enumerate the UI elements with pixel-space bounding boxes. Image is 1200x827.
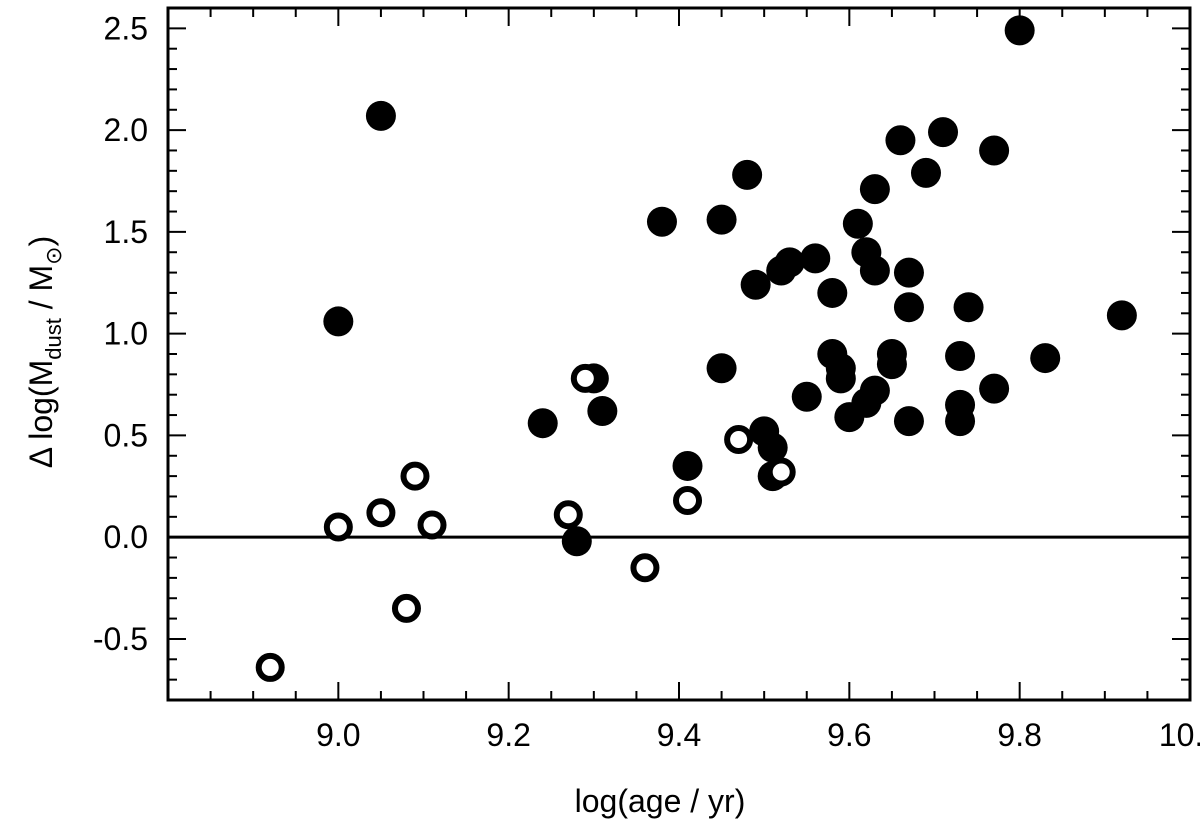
open-circle-point xyxy=(417,510,447,540)
y-tick-label: -0.5 xyxy=(93,621,148,657)
filled-circle-point xyxy=(732,159,763,190)
filled-circle-point xyxy=(953,292,984,323)
tick-labels-group: 9.0 9.2 9.4 9.6 9.8 10.0 -0.5 0.0 0.5 1.0 1.5 2.0 2.… xyxy=(93,10,1200,753)
open-circle-point xyxy=(255,652,285,682)
x-axis-title: log(age / yr) xyxy=(575,783,746,819)
filled-circle-point xyxy=(587,395,618,426)
filled-circle-point xyxy=(766,255,797,286)
x-tick-label: 10.0 xyxy=(1159,717,1200,753)
filled-circle-point xyxy=(646,206,677,237)
x-tick-label: 9.0 xyxy=(316,717,360,753)
x-tick-label: 9.6 xyxy=(827,717,871,753)
open-circle-point xyxy=(400,461,430,491)
filled-circle-point xyxy=(800,243,831,274)
open-circle-point xyxy=(323,512,353,542)
y-tick-label: 0.5 xyxy=(104,417,148,453)
y-axis-title-suffix: ) xyxy=(23,236,59,247)
filled-circle-point xyxy=(672,450,703,481)
filled-circle-point xyxy=(859,255,890,286)
data-points-group xyxy=(255,15,1137,682)
x-tick-label: 9.2 xyxy=(486,717,530,753)
filled-circle-point xyxy=(1106,300,1137,331)
open-circle-point xyxy=(553,500,583,530)
filled-circle-point xyxy=(757,432,788,463)
y-tick-label: 2.5 xyxy=(104,10,148,46)
filled-circle-point xyxy=(859,174,890,205)
filled-circle-point xyxy=(740,269,771,300)
y-tick-label: 0.0 xyxy=(104,519,148,555)
filled-circle-point xyxy=(561,526,592,557)
filled-circle-point xyxy=(893,406,924,437)
y-axis-title-middle: / M xyxy=(23,265,59,318)
filled-circle-point xyxy=(893,292,924,323)
filled-circle-point xyxy=(945,341,976,372)
open-circle-point xyxy=(391,593,421,623)
filled-circle-point xyxy=(893,257,924,288)
y-axis-title: Δ log(Mdust / M⊙) xyxy=(23,236,66,469)
filled-circle-point xyxy=(928,117,959,148)
filled-circle-point xyxy=(365,100,396,131)
filled-circle-point xyxy=(1004,15,1035,46)
filled-circle-point xyxy=(323,306,354,337)
filled-circle-point xyxy=(945,406,976,437)
open-circle-point xyxy=(630,553,660,583)
filled-circle-point xyxy=(834,402,865,433)
filled-circle-point xyxy=(910,157,941,188)
axes-group xyxy=(166,6,1192,702)
open-circle-point xyxy=(724,424,754,454)
filled-circle-point xyxy=(979,135,1010,166)
y-tick-label: 2.0 xyxy=(104,112,148,148)
x-tick-label: 9.8 xyxy=(997,717,1041,753)
filled-circle-point xyxy=(527,408,558,439)
filled-circle-point xyxy=(842,208,873,239)
filled-circle-point xyxy=(825,363,856,394)
open-circle-point xyxy=(366,498,396,528)
x-tick-label: 9.4 xyxy=(657,717,701,753)
filled-circle-point xyxy=(706,204,737,235)
filled-circle-point xyxy=(1030,343,1061,374)
filled-circle-point xyxy=(791,381,822,412)
filled-circle-point xyxy=(706,353,737,384)
filled-circle-point xyxy=(817,277,848,308)
y-axis-title-sub1: dust xyxy=(41,318,66,360)
open-circle-point xyxy=(673,486,703,516)
y-axis-title-prefix: Δ log(M xyxy=(23,360,59,469)
filled-circle-point xyxy=(876,349,907,380)
y-tick-label: 1.5 xyxy=(104,214,148,250)
y-tick-label: 1.0 xyxy=(104,316,148,352)
y-axis-title-sub2: ⊙ xyxy=(41,246,66,264)
open-circle-point xyxy=(570,363,600,393)
filled-circle-point xyxy=(979,373,1010,404)
filled-circle-point xyxy=(885,125,916,156)
open-circle-point xyxy=(766,457,796,487)
